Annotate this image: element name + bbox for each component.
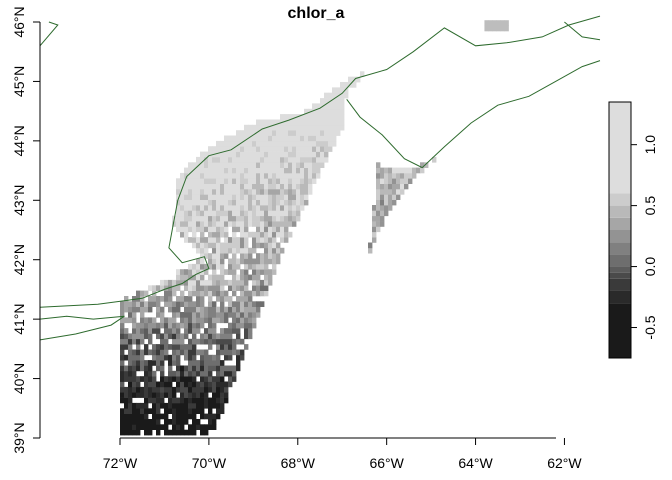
coastline-segment <box>39 315 125 341</box>
y-tick-label: 43°N <box>11 185 27 216</box>
x-tick-label: 62°W <box>547 455 582 471</box>
y-tick-label: 39°N <box>11 422 27 453</box>
colorbar-tick-label: -0.5 <box>642 315 658 339</box>
colorbar-tick-label: 0.5 <box>642 196 658 216</box>
x-tick-label: 72°W <box>103 455 138 471</box>
y-tick-label: 40°N <box>11 363 27 394</box>
coastline-segment <box>39 15 601 308</box>
coastline-segment <box>346 60 601 169</box>
colorbar-bin <box>609 254 631 267</box>
map-title: chlor_a <box>288 5 345 22</box>
coastline-segment <box>564 21 601 41</box>
colorbar-bin <box>609 266 631 273</box>
colorbar-bin <box>609 193 631 206</box>
colorbar-tick-label: 0.0 <box>642 257 658 277</box>
x-tick-label: 64°W <box>458 455 493 471</box>
colorbar-bin <box>609 242 631 255</box>
x-tick-label: 66°W <box>369 455 404 471</box>
y-tick-label: 44°N <box>11 125 27 156</box>
y-axis: 39°N 40°N 41°N 42°N 43°N 44°N 45°N 46°N <box>11 6 41 454</box>
x-tick-label: 68°W <box>281 455 316 471</box>
y-tick-label: 41°N <box>11 304 27 335</box>
colorbar-bin <box>609 278 631 291</box>
colorbar-legend: -0.5 0.0 0.5 1.0 <box>608 101 658 359</box>
x-tick-label: 70°W <box>192 455 227 471</box>
chlorophyll-raster <box>120 20 509 436</box>
colorbar-bin <box>609 230 631 243</box>
colorbar-bin <box>609 272 631 279</box>
colorbar-bin <box>609 217 631 230</box>
x-axis: 72°W 70°W 68°W 66°W 64°W 62°W <box>103 437 582 471</box>
y-tick-label: 45°N <box>11 66 27 97</box>
colorbar-bin <box>609 205 631 218</box>
colorbar-tick-label: 1.0 <box>642 135 658 155</box>
coastline-segment <box>39 21 59 47</box>
y-tick-label: 46°N <box>11 6 27 37</box>
coastline <box>39 15 601 341</box>
colorbar-bin <box>609 303 631 358</box>
colorbar-bin <box>609 102 631 194</box>
y-tick-label: 42°N <box>11 244 27 275</box>
colorbar-bin <box>609 290 631 304</box>
